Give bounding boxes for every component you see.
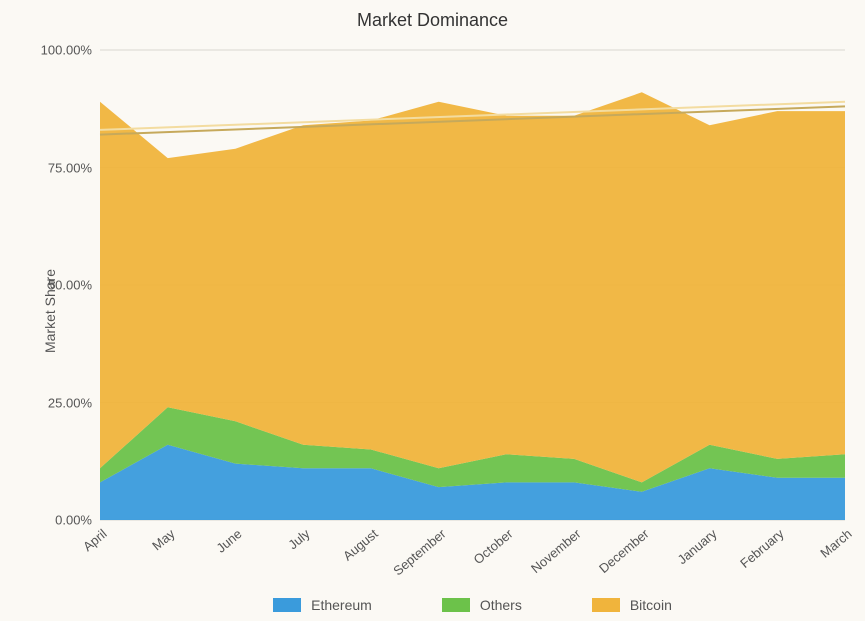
- plot-area: 0.00%25.00%50.00%75.00%100.00%AprilMayJu…: [100, 50, 845, 520]
- legend-swatch: [273, 598, 301, 612]
- x-tick-label: September: [390, 526, 448, 578]
- legend-swatch: [442, 598, 470, 612]
- legend-item-others: Others: [442, 597, 522, 613]
- x-tick-label: October: [471, 526, 516, 567]
- x-tick-label: April: [80, 526, 110, 554]
- legend-item-ethereum: Ethereum: [273, 597, 372, 613]
- x-tick-label: December: [596, 526, 652, 576]
- legend-label: Ethereum: [311, 597, 372, 613]
- legend-item-bitcoin: Bitcoin: [592, 597, 672, 613]
- chart-title: Market Dominance: [0, 10, 865, 31]
- legend: Ethereum Others Bitcoin: [100, 597, 845, 613]
- x-tick-label: July: [285, 526, 312, 552]
- market-dominance-chart: Market Dominance Market Share 0.00%25.00…: [0, 0, 865, 621]
- y-tick-label: 0.00%: [55, 513, 92, 528]
- x-tick-label: November: [528, 526, 584, 576]
- y-tick-label: 100.00%: [41, 43, 92, 58]
- x-tick-label: January: [674, 526, 719, 567]
- legend-label: Others: [480, 597, 522, 613]
- x-tick-label: March: [817, 526, 854, 561]
- x-tick-label: February: [737, 526, 787, 571]
- legend-swatch: [592, 598, 620, 612]
- y-tick-label: 75.00%: [48, 160, 92, 175]
- y-tick-label: 50.00%: [48, 278, 92, 293]
- x-tick-label: August: [340, 526, 381, 564]
- x-tick-label: June: [214, 526, 245, 556]
- legend-label: Bitcoin: [630, 597, 672, 613]
- x-tick-label: May: [149, 526, 177, 553]
- y-tick-label: 25.00%: [48, 395, 92, 410]
